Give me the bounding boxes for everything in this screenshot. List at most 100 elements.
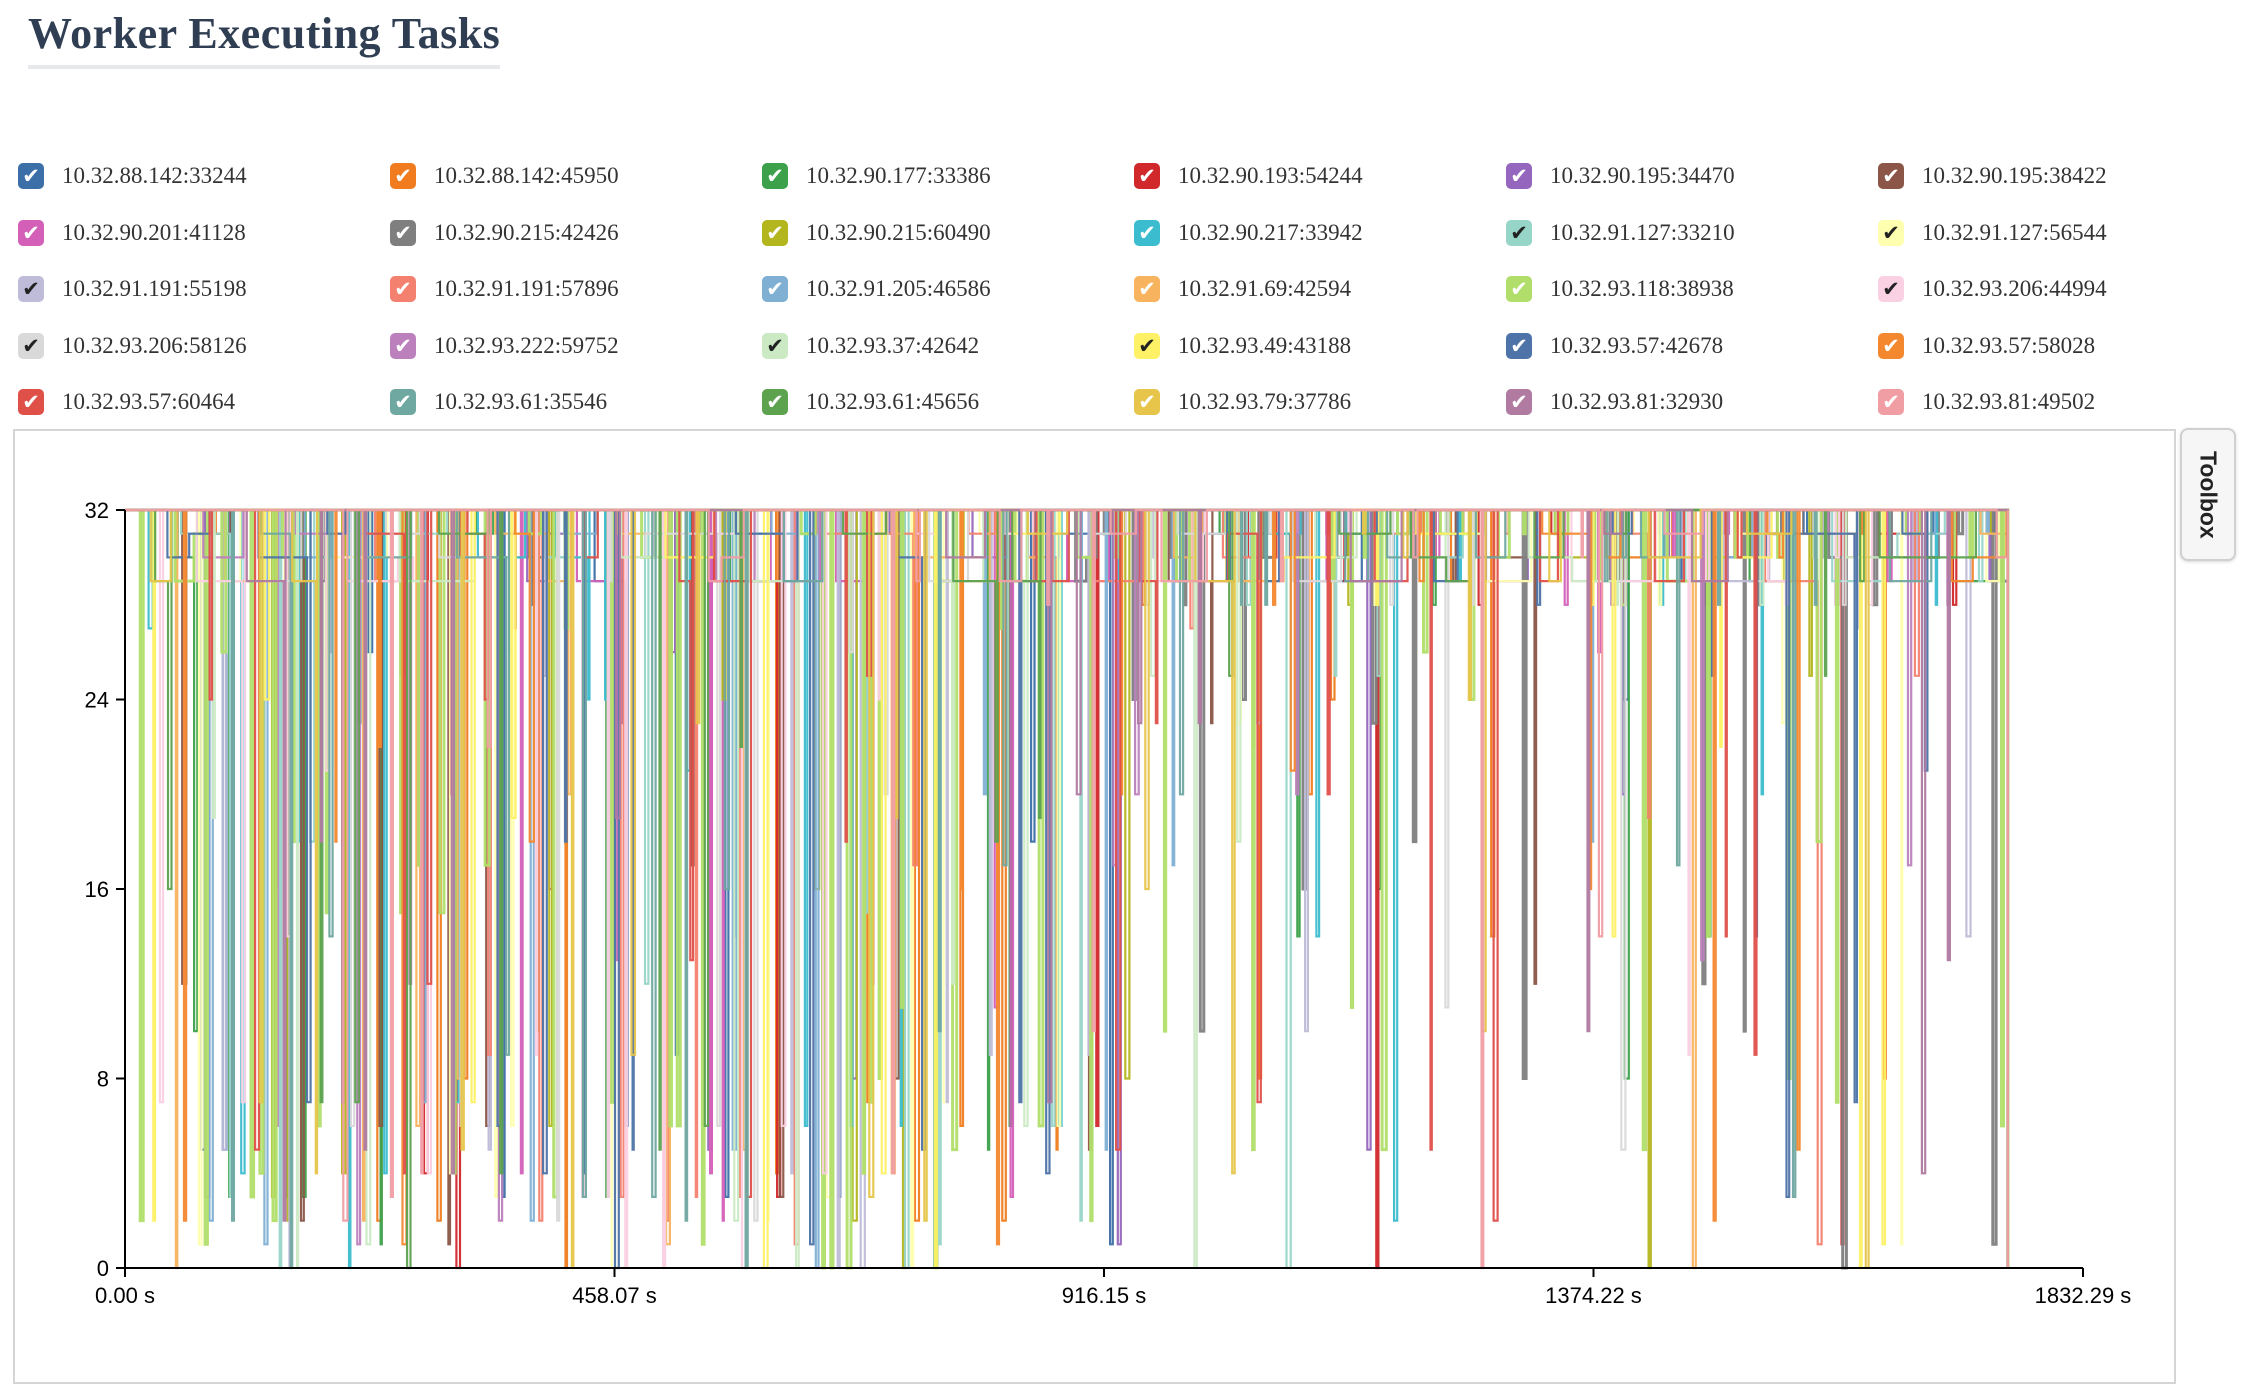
legend-item[interactable]: ✔ 10.32.88.142:45950 bbox=[390, 148, 762, 205]
legend-checkbox[interactable]: ✔ bbox=[18, 389, 44, 416]
legend-checkbox[interactable]: ✔ bbox=[18, 163, 44, 190]
legend-item[interactable]: ✔ 10.32.90.177:33386 bbox=[762, 148, 1134, 205]
legend-item[interactable]: ✔ 10.32.91.127:33210 bbox=[1506, 205, 1878, 262]
check-icon: ✔ bbox=[1510, 220, 1528, 245]
legend-checkbox[interactable]: ✔ bbox=[390, 219, 416, 246]
legend-item[interactable]: ✔ 10.32.93.81:32930 bbox=[1506, 374, 1878, 431]
check-icon: ✔ bbox=[1510, 333, 1528, 358]
legend-checkbox[interactable]: ✔ bbox=[762, 332, 788, 359]
legend-checkbox[interactable]: ✔ bbox=[18, 332, 44, 359]
chart-panel: 0.00 s 458.07 s 916.15 s 1374.22 s 1832.29 s… bbox=[13, 429, 2176, 1384]
legend-checkbox[interactable]: ✔ bbox=[1878, 219, 1904, 246]
legend-checkbox[interactable]: ✔ bbox=[1506, 389, 1532, 416]
legend-label: 10.32.90.215:42426 bbox=[434, 219, 619, 245]
legend-checkbox[interactable]: ✔ bbox=[1878, 389, 1904, 416]
legend-checkbox[interactable]: ✔ bbox=[762, 163, 788, 190]
check-icon: ✔ bbox=[22, 277, 40, 302]
legend-item[interactable]: ✔ 10.32.90.195:34470 bbox=[1506, 148, 1878, 205]
legend-checkbox[interactable]: ✔ bbox=[1878, 332, 1904, 359]
chart-legend: ✔ 10.32.88.142:33244 ✔ 10.32.88.142:45950 ✔ 1… bbox=[18, 148, 2218, 431]
chart-svg: 0.00 s 458.07 s 916.15 s 1374.22 s 1832.29 s… bbox=[85, 498, 2132, 1308]
legend-item[interactable]: ✔ 10.32.93.61:35546 bbox=[390, 374, 762, 431]
x-tick-label: 0.00 s bbox=[95, 1283, 155, 1308]
legend-item[interactable]: ✔ 10.32.90.195:38422 bbox=[1878, 148, 2246, 205]
legend-item[interactable]: ✔ 10.32.90.215:42426 bbox=[390, 205, 762, 262]
legend-checkbox[interactable]: ✔ bbox=[762, 219, 788, 246]
legend-checkbox[interactable]: ✔ bbox=[390, 332, 416, 359]
legend-label: 10.32.93.61:35546 bbox=[434, 389, 608, 415]
legend-item[interactable]: ✔ 10.32.93.57:42678 bbox=[1506, 318, 1878, 375]
legend-checkbox[interactable]: ✔ bbox=[1506, 332, 1532, 359]
check-icon: ✔ bbox=[1882, 390, 1900, 415]
legend-item[interactable]: ✔ 10.32.90.193:54244 bbox=[1134, 148, 1506, 205]
legend-label: 10.32.90.193:54244 bbox=[1178, 163, 1363, 189]
legend-label: 10.32.93.118:38938 bbox=[1550, 276, 1734, 302]
legend-item[interactable]: ✔ 10.32.93.57:60464 bbox=[18, 374, 390, 431]
legend-label: 10.32.91.127:33210 bbox=[1550, 219, 1735, 245]
toolbox-tab[interactable]: Toolbox bbox=[2180, 428, 2236, 561]
legend-checkbox[interactable]: ✔ bbox=[1878, 276, 1904, 303]
legend-label: 10.32.91.205:46586 bbox=[806, 276, 991, 302]
x-tick-label: 916.15 s bbox=[1062, 1283, 1146, 1308]
legend-item[interactable]: ✔ 10.32.91.69:42594 bbox=[1134, 261, 1506, 318]
legend-label: 10.32.90.177:33386 bbox=[806, 163, 991, 189]
legend-checkbox[interactable]: ✔ bbox=[762, 389, 788, 416]
check-icon: ✔ bbox=[22, 164, 40, 189]
legend-label: 10.32.93.81:49502 bbox=[1922, 389, 2096, 415]
check-icon: ✔ bbox=[394, 277, 412, 302]
legend-item[interactable]: ✔ 10.32.91.191:57896 bbox=[390, 261, 762, 318]
check-icon: ✔ bbox=[1510, 277, 1528, 302]
check-icon: ✔ bbox=[766, 164, 784, 189]
legend-checkbox[interactable]: ✔ bbox=[390, 276, 416, 303]
legend-item[interactable]: ✔ 10.32.91.127:56544 bbox=[1878, 205, 2246, 262]
toolbox-label: Toolbox bbox=[2195, 450, 2222, 539]
legend-label: 10.32.93.57:60464 bbox=[62, 389, 236, 415]
legend-checkbox[interactable]: ✔ bbox=[1506, 276, 1532, 303]
legend-item[interactable]: ✔ 10.32.88.142:33244 bbox=[18, 148, 390, 205]
legend-checkbox[interactable]: ✔ bbox=[1878, 163, 1904, 190]
legend-item[interactable]: ✔ 10.32.93.79:37786 bbox=[1134, 374, 1506, 431]
legend-item[interactable]: ✔ 10.32.91.205:46586 bbox=[762, 261, 1134, 318]
legend-item[interactable]: ✔ 10.32.93.206:58126 bbox=[18, 318, 390, 375]
legend-checkbox[interactable]: ✔ bbox=[1134, 389, 1160, 416]
legend-item[interactable]: ✔ 10.32.93.37:42642 bbox=[762, 318, 1134, 375]
y-tick-label: 24 bbox=[85, 688, 109, 713]
legend-item[interactable]: ✔ 10.32.90.217:33942 bbox=[1134, 205, 1506, 262]
legend-label: 10.32.91.191:55198 bbox=[62, 276, 247, 302]
legend-item[interactable]: ✔ 10.32.93.49:43188 bbox=[1134, 318, 1506, 375]
legend-item[interactable]: ✔ 10.32.90.215:60490 bbox=[762, 205, 1134, 262]
legend-checkbox[interactable]: ✔ bbox=[1134, 219, 1160, 246]
y-tick-label: 32 bbox=[85, 498, 109, 523]
check-icon: ✔ bbox=[22, 390, 40, 415]
legend-item[interactable]: ✔ 10.32.90.201:41128 bbox=[18, 205, 390, 262]
check-icon: ✔ bbox=[394, 390, 412, 415]
legend-item[interactable]: ✔ 10.32.93.57:58028 bbox=[1878, 318, 2246, 375]
legend-checkbox[interactable]: ✔ bbox=[1506, 163, 1532, 190]
legend-label: 10.32.91.127:56544 bbox=[1922, 219, 2107, 245]
y-tick-label: 0 bbox=[97, 1256, 109, 1281]
legend-checkbox[interactable]: ✔ bbox=[1506, 219, 1532, 246]
legend-label: 10.32.93.57:42678 bbox=[1550, 332, 1724, 358]
y-tick-label: 8 bbox=[97, 1067, 109, 1092]
check-icon: ✔ bbox=[1138, 164, 1156, 189]
legend-item[interactable]: ✔ 10.32.93.118:38938 bbox=[1506, 261, 1878, 318]
legend-item[interactable]: ✔ 10.32.93.61:45656 bbox=[762, 374, 1134, 431]
legend-item[interactable]: ✔ 10.32.91.191:55198 bbox=[18, 261, 390, 318]
legend-item[interactable]: ✔ 10.32.93.222:59752 bbox=[390, 318, 762, 375]
legend-label: 10.32.90.195:34470 bbox=[1550, 163, 1735, 189]
legend-checkbox[interactable]: ✔ bbox=[1134, 163, 1160, 190]
legend-checkbox[interactable]: ✔ bbox=[1134, 332, 1160, 359]
legend-item[interactable]: ✔ 10.32.93.81:49502 bbox=[1878, 374, 2246, 431]
legend-item[interactable]: ✔ 10.32.93.206:44994 bbox=[1878, 261, 2246, 318]
legend-checkbox[interactable]: ✔ bbox=[390, 389, 416, 416]
legend-checkbox[interactable]: ✔ bbox=[18, 219, 44, 246]
legend-checkbox[interactable]: ✔ bbox=[390, 163, 416, 190]
page-title: Worker Executing Tasks bbox=[28, 8, 501, 69]
legend-checkbox[interactable]: ✔ bbox=[762, 276, 788, 303]
legend-checkbox[interactable]: ✔ bbox=[1134, 276, 1160, 303]
legend-checkbox[interactable]: ✔ bbox=[18, 276, 44, 303]
x-tick-label: 1374.22 s bbox=[1545, 1283, 1642, 1308]
legend-label: 10.32.90.195:38422 bbox=[1922, 163, 2107, 189]
check-icon: ✔ bbox=[1882, 333, 1900, 358]
legend-label: 10.32.93.57:58028 bbox=[1922, 332, 2096, 358]
